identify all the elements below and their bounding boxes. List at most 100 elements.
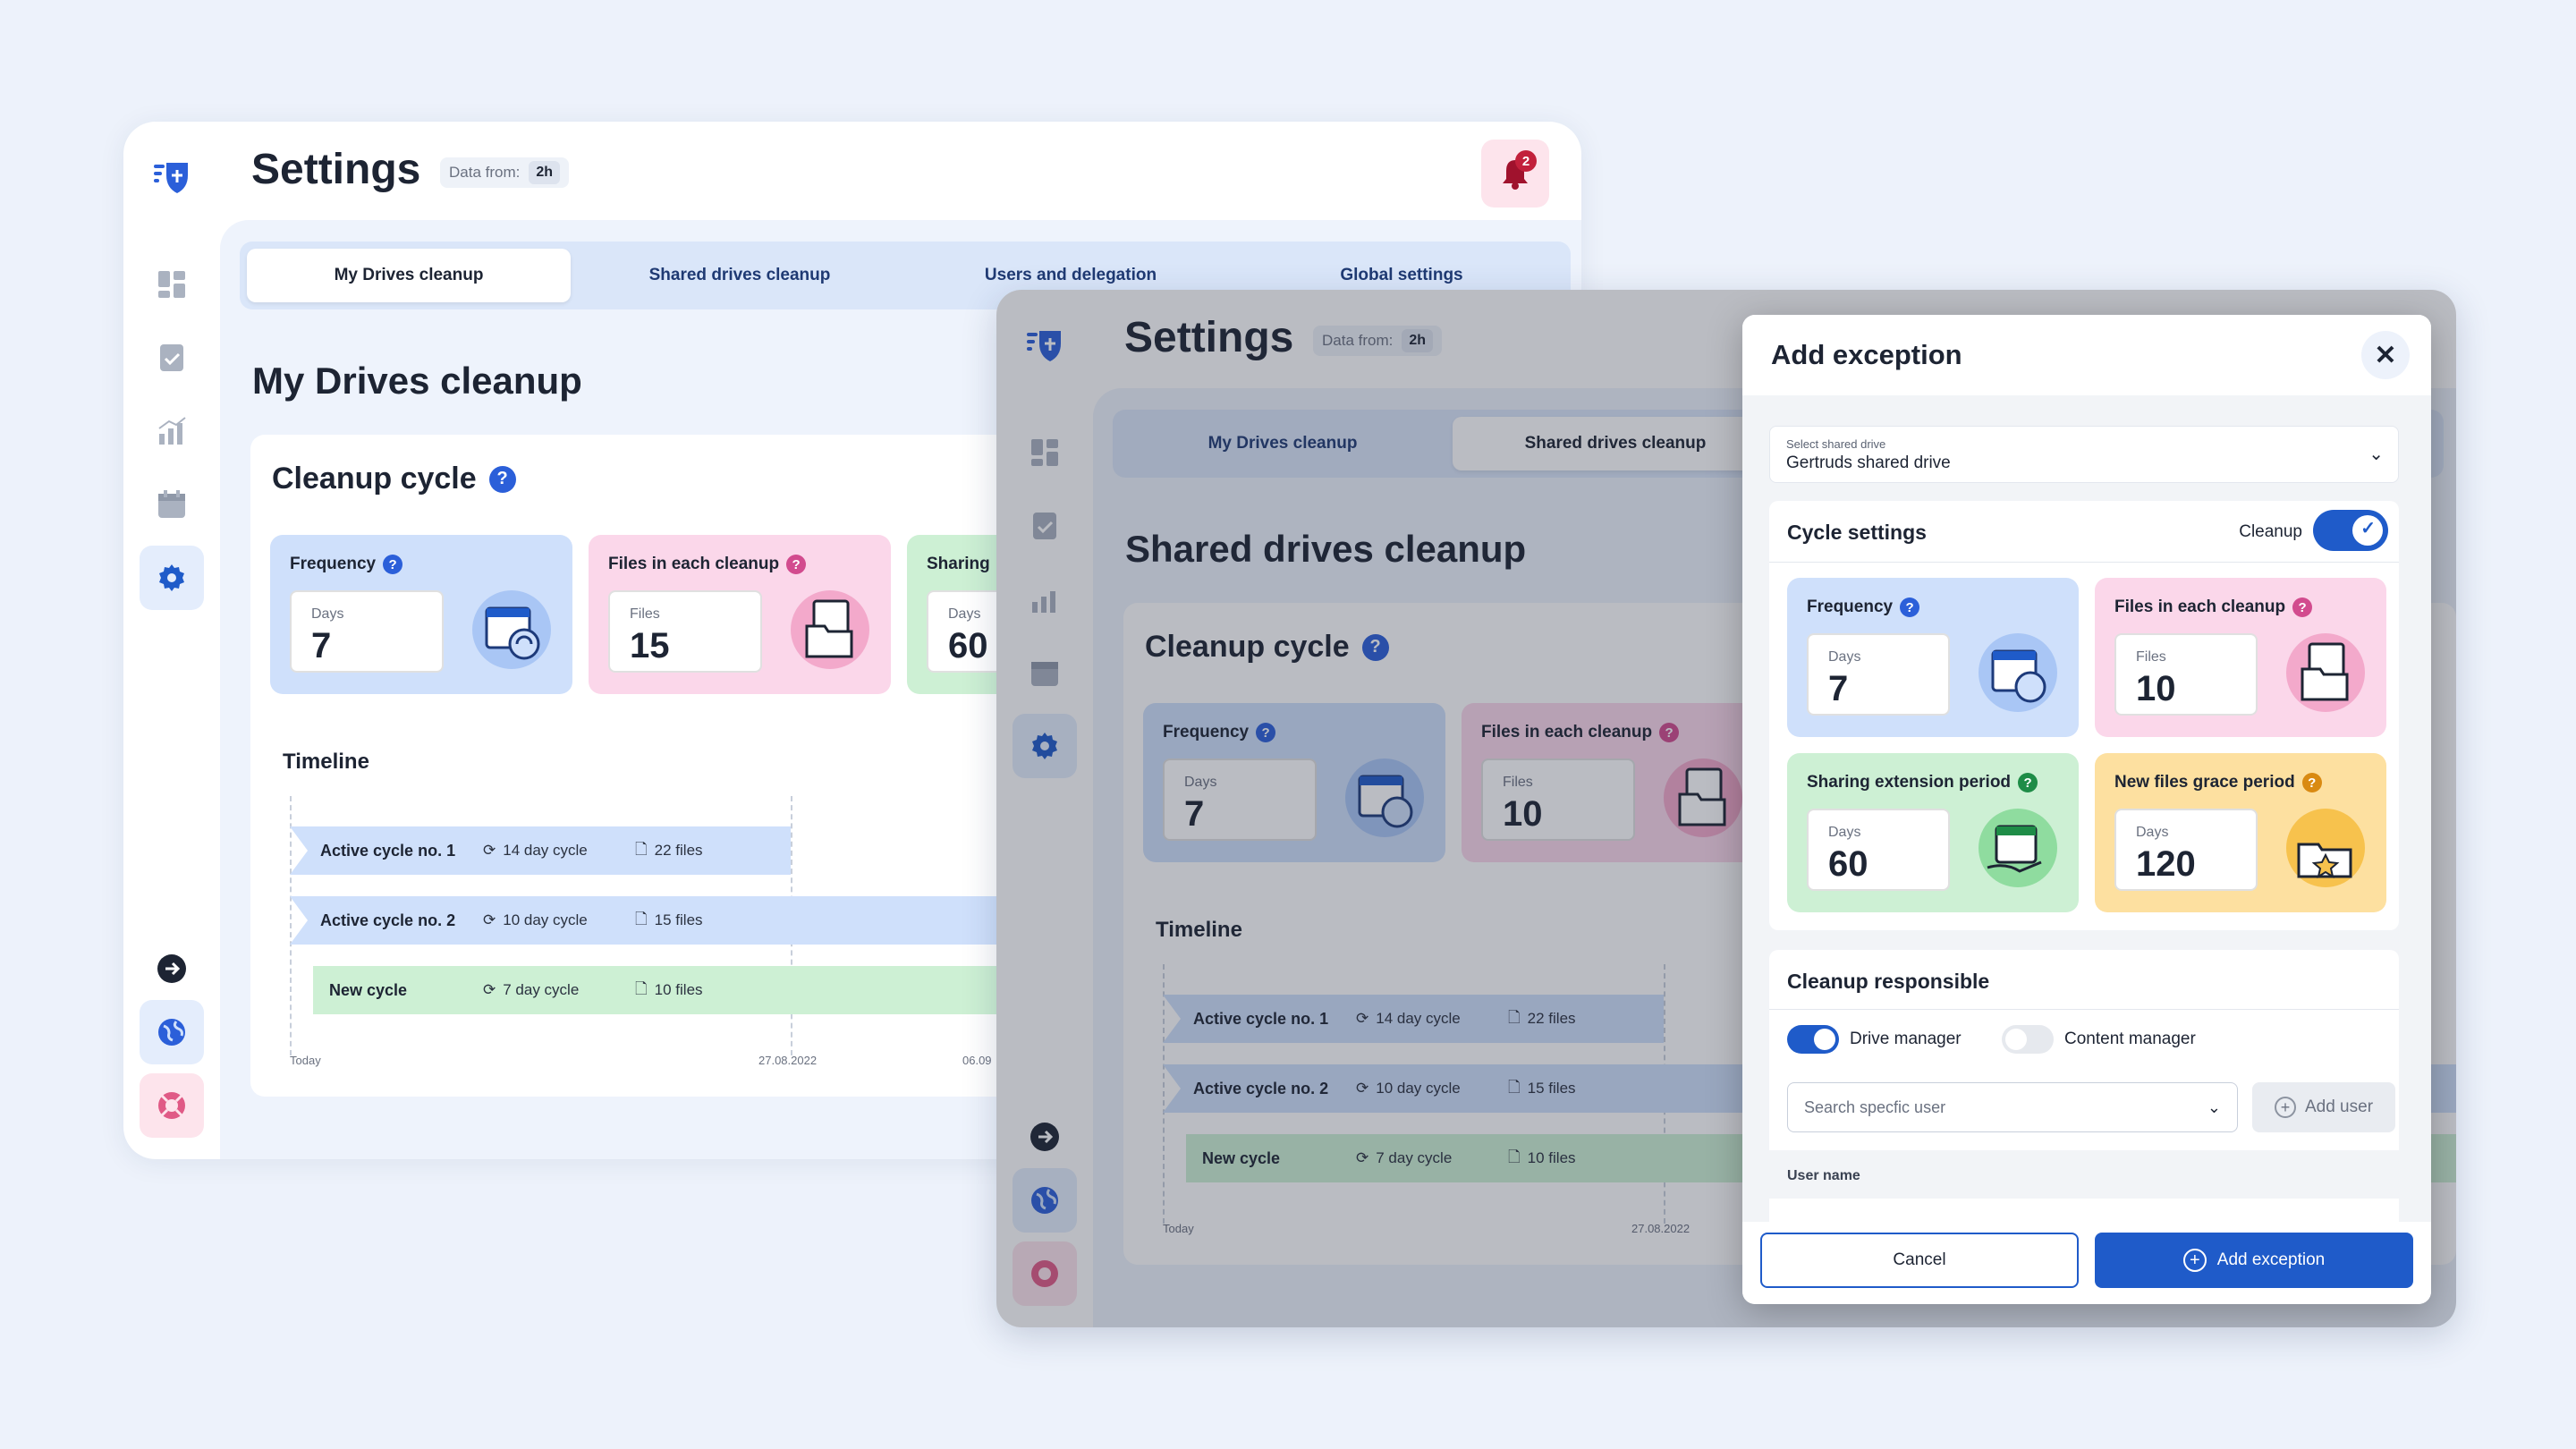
grace-period-input[interactable]: Days 120 [2114,809,2258,891]
plus-circle-icon: + [2182,1249,2207,1272]
timeline-bar-name: Active cycle no. 1 [1193,1009,1329,1028]
calendar-icon[interactable] [140,472,204,537]
cancel-button[interactable]: Cancel [1760,1233,2079,1288]
tab-shared-drives[interactable]: Shared drives cleanup [1453,417,1778,470]
app-logo[interactable] [1025,327,1064,363]
data-from-label: Data from: [1322,332,1394,349]
timeline-gridline [1163,964,1165,1224]
notifications-button[interactable]: 2 [1481,140,1549,208]
cycle-settings-title: Cycle settings [1787,521,1927,544]
settings-icon[interactable] [1013,714,1077,778]
data-from-value: 2h [1402,329,1434,352]
modal-header: Add exception ✕ [1742,315,2431,395]
tab-my-drives[interactable]: My Drives cleanup [247,249,571,302]
divider [1769,562,2399,563]
content-manager-option[interactable]: Content manager [2002,1025,2196,1054]
calendar-cycle-icon [1345,758,1424,837]
globe-icon[interactable] [140,1000,204,1064]
tasks-icon[interactable] [1013,494,1077,558]
sharing-extension-input[interactable]: Days 60 [1807,809,1950,891]
help-icon[interactable]: ? [1900,597,1920,617]
help-icon[interactable]: ? [2292,597,2313,617]
tile-value: 120 [2136,844,2196,884]
cycle-length: 10 day cycle [503,911,588,928]
add-exception-button[interactable]: + Add exception [2095,1233,2413,1288]
frequency-input[interactable]: Days 7 [1163,758,1317,841]
refresh-icon: ⟳ [1356,1149,1369,1166]
content-manager-toggle[interactable] [2002,1025,2054,1054]
reports-icon[interactable] [140,399,204,463]
frequency-tile-label-row: Frequency? [290,555,403,574]
file-icon: 🗋 [1508,1078,1521,1096]
cycle-length: 7 day cycle [1376,1149,1453,1166]
reports-icon[interactable] [1013,567,1077,631]
refresh-icon: ⟳ [1356,1080,1369,1097]
timeline-bar-name: Active cycle no. 2 [1193,1079,1329,1097]
back-sidebar [123,122,220,1159]
help-icon[interactable]: ? [2018,773,2038,792]
globe-icon[interactable] [1013,1168,1077,1233]
collapse-arrow-icon[interactable] [140,946,204,991]
help-icon[interactable]: ? [1659,723,1680,742]
files-input[interactable]: Files 15 [608,590,762,673]
files-tile: Files in each cleanup? Files 10 [2095,578,2386,737]
help-icon[interactable]: ? [2301,773,2322,792]
frequency-input[interactable]: Days 7 [290,590,444,673]
timeline-gridline [290,796,292,1055]
tab-global-settings[interactable]: Global settings [1340,266,1463,284]
app-logo[interactable] [152,159,191,195]
files-input[interactable]: Files 10 [2114,633,2258,716]
close-icon[interactable]: ✕ [2361,331,2410,379]
tab-my-drives[interactable]: My Drives cleanup [1208,434,1358,453]
help-icon[interactable]: ? [488,465,516,493]
timeline-bar[interactable]: Active cycle no. 1 ⟳ 14 day cycle 🗋 22 fil… [290,826,791,875]
cycle-meta: ⟳ 14 day cycle [483,842,635,860]
support-icon[interactable] [140,1073,204,1138]
tile-label: Frequency [1807,597,1894,616]
help-icon[interactable]: ? [1361,633,1389,661]
timeline-bar-name: New cycle [1202,1148,1281,1167]
cleanup-toggle[interactable]: ✓ [2313,510,2388,551]
drive-manager-toggle[interactable] [1787,1025,1839,1054]
settings-icon[interactable] [140,546,204,610]
support-icon[interactable] [1013,1241,1077,1306]
tasks-icon[interactable] [140,326,204,390]
front-window: Settings Data from: 2h My Drives cleanup … [996,290,2456,1327]
tile-label: Sharing extension period [1807,773,2012,792]
refresh-icon: ⟳ [483,981,496,998]
shared-drive-select[interactable]: Select shared drive Gertruds shared driv… [1769,426,2399,483]
calendar-icon[interactable] [1013,640,1077,705]
tab-users-delegation[interactable]: Users and delegation [984,266,1157,284]
section-title: Shared drives cleanup [1125,528,1527,570]
divider [1769,1009,2399,1010]
help-icon[interactable]: ? [786,555,807,574]
dashboard-icon[interactable] [1013,420,1077,485]
file-count: 15 files [1527,1080,1576,1097]
file-count: 10 files [654,981,703,998]
frequency-tile: Frequency? Days 7 [1787,578,2079,737]
search-user-select[interactable]: Search specfic user ⌄ [1787,1082,2238,1132]
help-icon[interactable]: ? [383,555,403,574]
grace-tile-label-row: New files grace period? [2114,773,2322,792]
timeline-bar[interactable]: Active cycle no. 1 ⟳ 14 day cycle 🗋 22 fil… [1163,995,1664,1043]
tile-unit: Days [1184,775,1217,790]
cycle-meta: ⟳ 7 day cycle [1356,1149,1508,1167]
tile-value: 7 [1828,669,1849,708]
star-folder-icon [2286,809,2365,887]
help-icon[interactable]: ? [1256,723,1276,742]
collapse-arrow-icon[interactable] [1013,1114,1077,1159]
tab-shared-drives[interactable]: Shared drives cleanup [648,266,831,284]
frequency-input[interactable]: Days 7 [1807,633,1950,716]
files-input[interactable]: Files 10 [1481,758,1635,841]
file-icon: 🗋 [635,979,648,997]
file-count: 15 files [654,911,703,928]
files-tile: Files in each cleanup? Files 10 [1462,703,1764,862]
tile-value: 60 [1828,844,1868,884]
dashboard-icon[interactable] [140,252,204,317]
add-user-button[interactable]: + Add user [2252,1082,2395,1132]
tile-unit: Files [630,606,660,622]
drive-manager-option[interactable]: Drive manager [1787,1025,1962,1054]
data-from-badge: Data from: 2h [1313,326,1443,356]
tile-unit: Days [2136,825,2169,840]
calendar-cycle-icon [472,590,551,669]
